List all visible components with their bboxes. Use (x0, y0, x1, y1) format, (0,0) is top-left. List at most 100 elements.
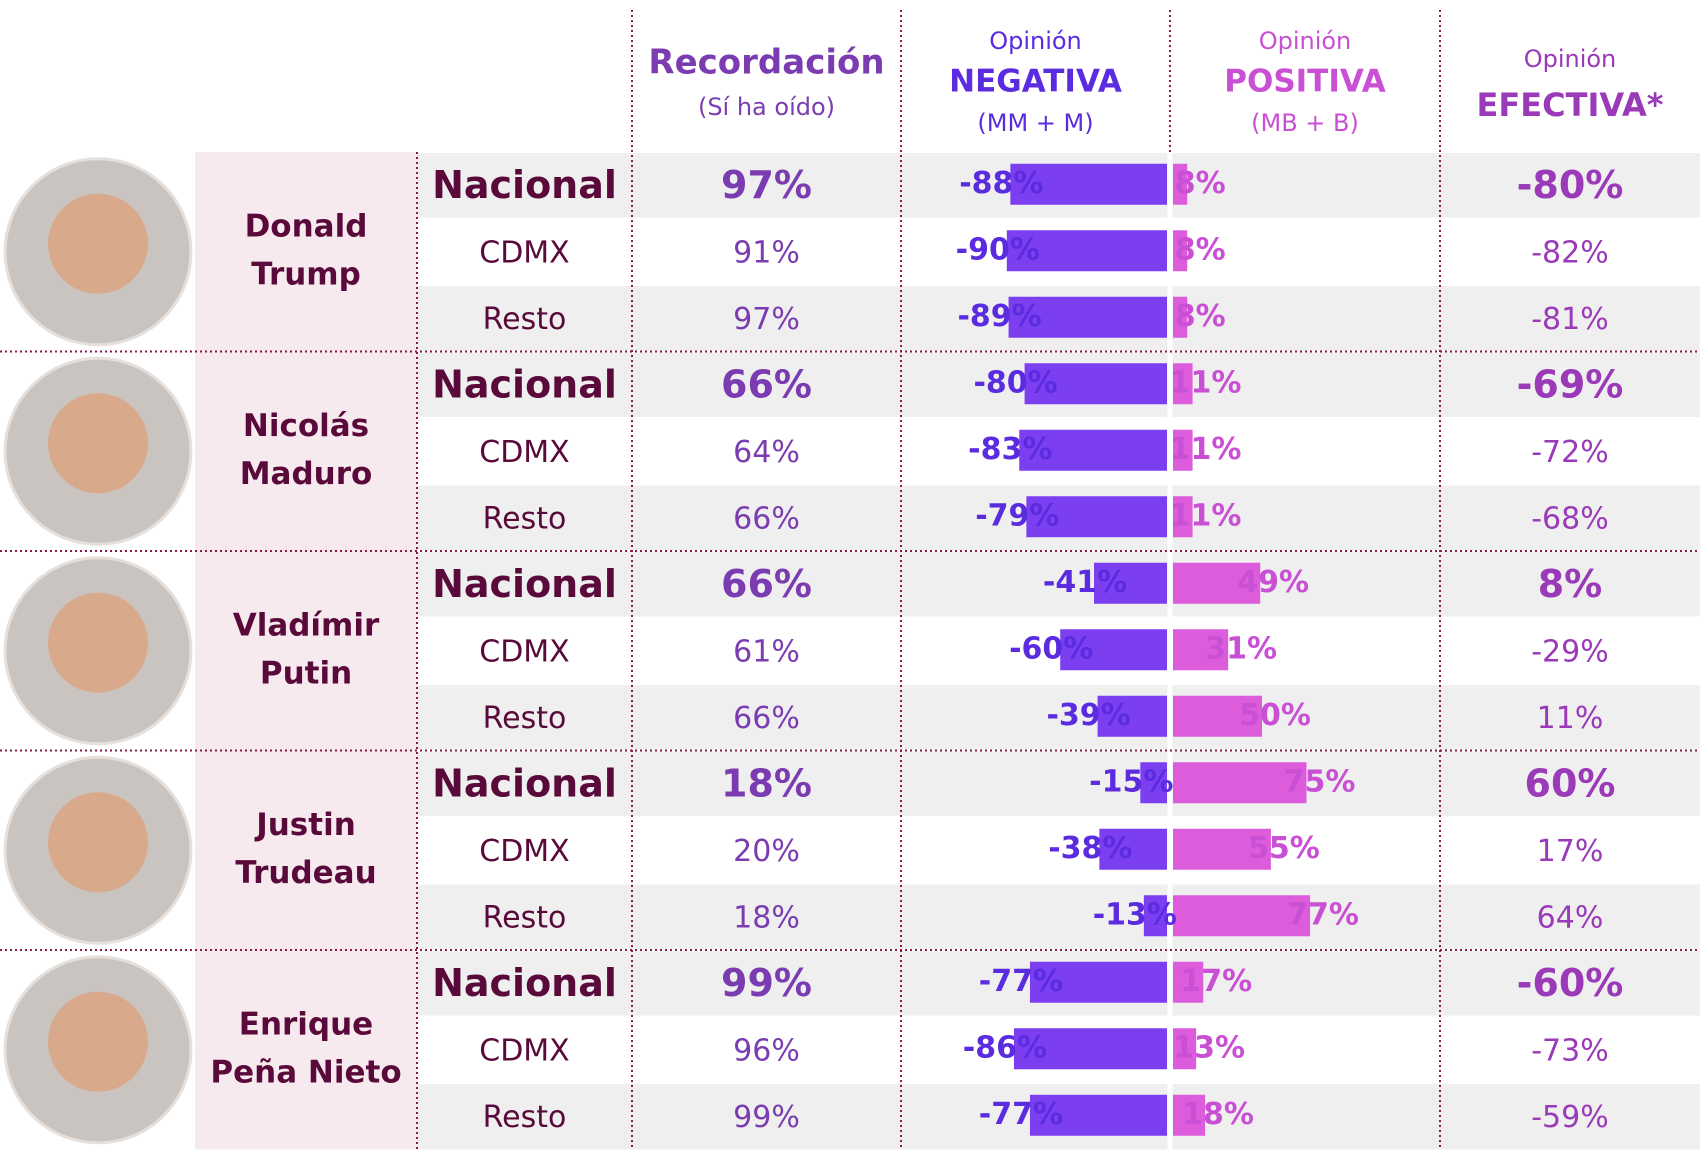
positive-bar (1173, 629, 1229, 671)
region: Resto (483, 1100, 567, 1135)
region: CDMX (479, 435, 569, 470)
positive-label: 11% (1170, 365, 1242, 400)
row-bg (417, 551, 1700, 618)
region: CDMX (479, 1033, 569, 1068)
positive-label: 18% (1182, 1097, 1254, 1132)
positive-label: 77% (1287, 897, 1359, 932)
row-bg (417, 750, 1700, 817)
positive-label: 13% (1173, 1030, 1245, 1065)
positive-bar (1173, 429, 1193, 471)
positive-label: 8% (1175, 166, 1226, 201)
effective: -80% (1517, 163, 1624, 207)
negative-label: -83% (968, 432, 1052, 467)
effective: -81% (1531, 302, 1609, 337)
effective: 60% (1525, 761, 1616, 805)
recall: 96% (733, 1033, 800, 1068)
negative-bar (1008, 296, 1167, 338)
person-name: Peña Nieto (210, 1054, 401, 1090)
effective: -60% (1517, 961, 1624, 1005)
effective: -69% (1517, 362, 1624, 406)
positive-bar (1173, 961, 1204, 1003)
recall: 64% (733, 435, 800, 470)
negative-label: -86% (963, 1030, 1047, 1065)
effective: -73% (1531, 1033, 1609, 1068)
negative-label: -79% (975, 498, 1059, 533)
positive-bar (1173, 1028, 1197, 1070)
header-text: Opinión (1524, 45, 1617, 73)
negative-bar (1029, 961, 1167, 1003)
person-name: Maduro (240, 456, 373, 492)
recall: 61% (733, 634, 800, 669)
negative-bar (1099, 828, 1167, 870)
recall: 99% (721, 961, 812, 1005)
negative-bar (1026, 496, 1167, 538)
header-text: (MB + B) (1251, 109, 1359, 137)
region: Nacional (432, 961, 617, 1005)
photo-face (48, 393, 148, 494)
recall: 91% (733, 235, 800, 270)
negative-label: -38% (1048, 831, 1132, 866)
person-name: Trudeau (235, 855, 376, 891)
positive-label: 50% (1239, 698, 1311, 733)
negative-label: -77% (979, 964, 1063, 999)
negative-label: -90% (956, 232, 1040, 267)
region: CDMX (479, 834, 569, 869)
effective: -29% (1531, 634, 1609, 669)
recall: 99% (733, 1100, 800, 1135)
header-text: POSITIVA (1224, 64, 1386, 100)
positive-bar (1173, 1094, 1206, 1136)
photo-face (48, 792, 148, 893)
recall: 97% (721, 163, 812, 207)
negative-label: -80% (973, 365, 1057, 400)
recall: 66% (733, 501, 800, 536)
negative-bar (1006, 230, 1167, 272)
recall: 97% (733, 302, 800, 337)
positive-bar (1173, 496, 1193, 538)
positive-bar (1173, 363, 1193, 405)
row-bg (417, 684, 1700, 751)
positive-bar (1173, 762, 1307, 804)
header-text: (MM + M) (977, 109, 1093, 137)
positive-bar (1173, 895, 1311, 937)
positive-label: 75% (1284, 764, 1356, 799)
negative-label: -77% (979, 1097, 1063, 1132)
negative-label: -89% (957, 299, 1041, 334)
effective: 11% (1537, 701, 1604, 736)
header-text: Opinión (989, 27, 1082, 55)
positive-bar (1173, 296, 1188, 338)
person-name: Nicolás (243, 408, 369, 444)
negative-label: -15% (1089, 764, 1173, 799)
recall: 20% (733, 834, 800, 869)
person-name: Justin (254, 807, 356, 843)
negative-label: -60% (1009, 631, 1093, 666)
person-name: Putin (260, 655, 352, 691)
effective: -68% (1531, 501, 1609, 536)
positive-bar (1173, 230, 1188, 272)
region: Resto (483, 701, 567, 736)
negative-bar (1143, 895, 1167, 937)
person-name: Enrique (239, 1006, 373, 1042)
effective: 8% (1538, 562, 1603, 606)
region: Nacional (432, 562, 617, 606)
header-text: Recordación (648, 43, 884, 83)
negative-label: -88% (959, 166, 1043, 201)
positive-bar (1173, 695, 1262, 737)
negative-bar (1029, 1094, 1167, 1136)
header-text: Opinión (1259, 27, 1352, 55)
person-name: Vladímir (233, 607, 380, 643)
row-bg (417, 883, 1700, 950)
positive-label: 49% (1237, 565, 1309, 600)
recall: 66% (733, 701, 800, 736)
region: CDMX (479, 634, 569, 669)
photo-face (48, 193, 148, 294)
positive-label: 8% (1175, 299, 1226, 334)
recall: 18% (733, 900, 800, 935)
recall: 66% (721, 362, 812, 406)
positive-label: 31% (1205, 631, 1277, 666)
positive-label: 55% (1248, 831, 1320, 866)
positive-label: 17% (1180, 964, 1252, 999)
region: Resto (483, 302, 567, 337)
negative-bar (1024, 363, 1167, 405)
positive-label: 8% (1175, 232, 1226, 267)
